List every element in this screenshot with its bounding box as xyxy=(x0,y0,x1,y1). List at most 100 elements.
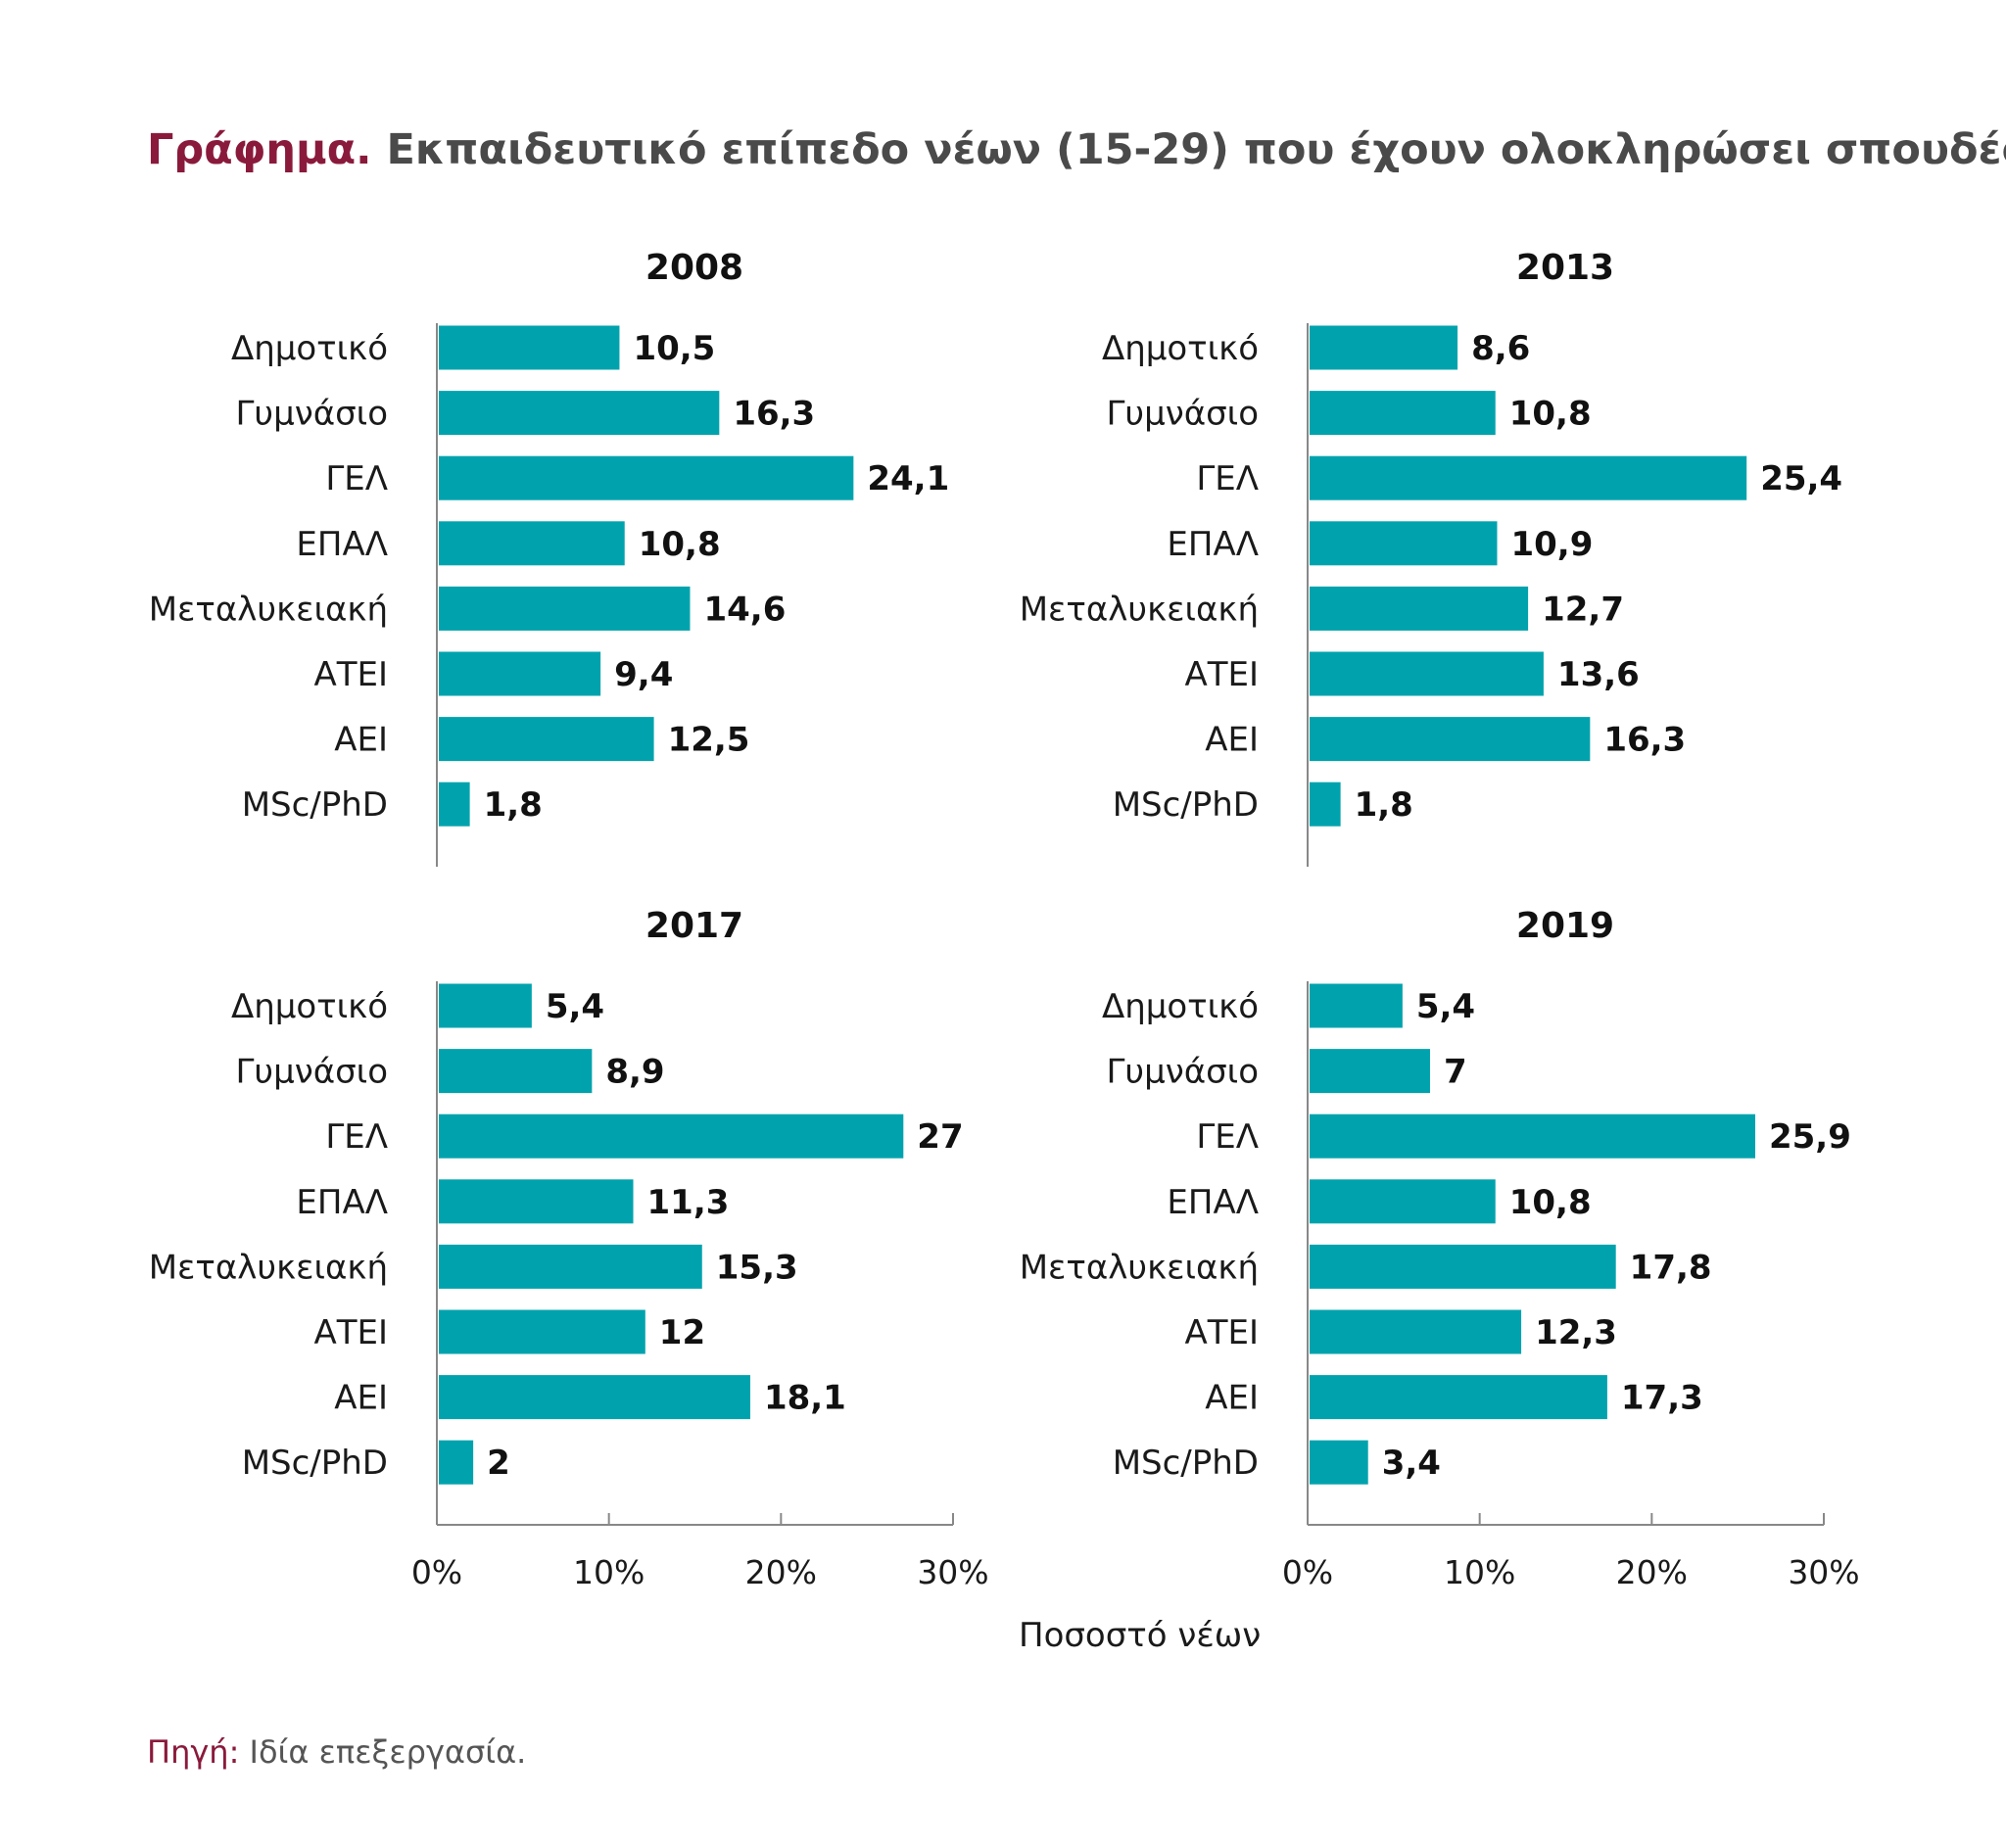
x-tick-label: 30% xyxy=(1788,1553,1859,1591)
value-label: 5,4 xyxy=(546,987,604,1026)
panel-title: 2017 xyxy=(645,906,743,946)
value-label: 7 xyxy=(1444,1053,1467,1092)
category-label: Δημοτικό xyxy=(231,329,388,368)
bar-8 xyxy=(439,782,470,827)
panel-title: 2008 xyxy=(645,248,743,288)
source-note: Πηγή: Ιδία επεξεργασία. xyxy=(147,1733,526,1771)
bar-3 xyxy=(439,455,854,500)
x-tick-label: 30% xyxy=(917,1553,988,1591)
bar-5 xyxy=(1310,1244,1616,1289)
category-label: ΕΠΑΛ xyxy=(296,1183,388,1222)
bar-3 xyxy=(439,1114,904,1159)
category-label: ΑΕΙ xyxy=(1205,721,1259,760)
category-label: ΑΤΕΙ xyxy=(1184,655,1259,694)
bar-7 xyxy=(1310,717,1591,762)
panel-title: 2019 xyxy=(1516,906,1614,946)
value-label: 12,5 xyxy=(668,721,750,760)
value-label: 2 xyxy=(487,1444,510,1483)
value-label: 12 xyxy=(659,1313,705,1352)
value-label: 3,4 xyxy=(1382,1444,1441,1483)
chart-title-text: Εκπαιδευτικό επίπεδο νέων (15-29) που έχ… xyxy=(386,125,2006,174)
bar-5 xyxy=(439,586,691,631)
category-label: ΑΤΕΙ xyxy=(1184,1313,1259,1352)
category-label: Δημοτικό xyxy=(1102,329,1259,368)
category-label: ΑΤΕΙ xyxy=(313,655,388,694)
x-tick-label: 0% xyxy=(411,1553,462,1591)
category-label: ΑΤΕΙ xyxy=(313,1313,388,1352)
bar-8 xyxy=(439,1440,474,1485)
x-axis-label: Ποσοστό νέων xyxy=(1019,1616,1262,1655)
value-label: 10,5 xyxy=(633,329,715,368)
category-label: Μεταλυκειακή xyxy=(149,590,388,629)
value-label: 18,1 xyxy=(764,1379,846,1418)
value-label: 14,6 xyxy=(703,590,786,629)
x-tick-label: 10% xyxy=(1444,1553,1515,1591)
source-text: Ιδία επεξεργασία. xyxy=(249,1733,527,1771)
category-label: Γυμνάσιο xyxy=(1106,1053,1259,1092)
category-label: ΓΕΛ xyxy=(325,459,388,498)
x-tick-label: 20% xyxy=(745,1553,817,1591)
category-label: MSc/PhD xyxy=(242,1444,388,1483)
value-label: 1,8 xyxy=(484,785,543,825)
category-label: ΓΕΛ xyxy=(1196,1117,1259,1157)
category-label: Μεταλυκειακή xyxy=(149,1248,388,1287)
bar-1 xyxy=(1310,983,1403,1028)
bar-7 xyxy=(439,717,654,762)
value-label: 25,4 xyxy=(1760,459,1842,498)
bar-2 xyxy=(439,1049,593,1094)
bar-8 xyxy=(1310,782,1341,827)
value-label: 10,9 xyxy=(1510,525,1593,564)
value-label: 1,8 xyxy=(1355,785,1413,825)
bar-2 xyxy=(1310,391,1496,436)
panel-title: 2013 xyxy=(1516,248,1614,288)
bar-4 xyxy=(1310,1179,1496,1224)
category-label: Μεταλυκειακή xyxy=(1020,1248,1259,1287)
bar-6 xyxy=(439,1309,645,1354)
bar-6 xyxy=(439,651,601,696)
bar-5 xyxy=(439,1244,702,1289)
category-label: ΑΕΙ xyxy=(334,721,388,760)
x-tick-label: 20% xyxy=(1616,1553,1688,1591)
value-label: 10,8 xyxy=(639,525,721,564)
value-label: 16,3 xyxy=(733,395,815,434)
value-label: 17,8 xyxy=(1630,1248,1712,1287)
bar-1 xyxy=(439,325,620,370)
bar-7 xyxy=(1310,1375,1607,1420)
value-label: 17,3 xyxy=(1621,1379,1703,1418)
value-label: 8,9 xyxy=(605,1053,664,1092)
x-tick-label: 0% xyxy=(1282,1553,1333,1591)
bar-8 xyxy=(1310,1440,1368,1485)
value-label: 16,3 xyxy=(1603,721,1686,760)
category-label: ΓΕΛ xyxy=(325,1117,388,1157)
bar-1 xyxy=(1310,325,1458,370)
category-label: Γυμνάσιο xyxy=(235,1053,388,1092)
bar-6 xyxy=(1310,1309,1522,1354)
category-label: ΑΕΙ xyxy=(1205,1379,1259,1418)
category-label: Γυμνάσιο xyxy=(1106,395,1259,434)
bar-4 xyxy=(1310,521,1498,566)
x-tick-label: 10% xyxy=(573,1553,645,1591)
bar-7 xyxy=(439,1375,750,1420)
category-label: ΑΕΙ xyxy=(334,1379,388,1418)
value-label: 25,9 xyxy=(1769,1117,1851,1157)
value-label: 5,4 xyxy=(1416,987,1475,1026)
category-label: MSc/PhD xyxy=(242,785,388,825)
bar-2 xyxy=(1310,1049,1430,1094)
value-label: 12,3 xyxy=(1535,1313,1617,1352)
chart-title-lead: Γράφημα. xyxy=(147,125,372,174)
category-label: ΕΠΑΛ xyxy=(1167,525,1259,564)
category-label: Μεταλυκειακή xyxy=(1020,590,1259,629)
category-label: ΓΕΛ xyxy=(1196,459,1259,498)
bar-3 xyxy=(1310,1114,1755,1159)
value-label: 10,8 xyxy=(1509,395,1592,434)
value-label: 10,8 xyxy=(1509,1183,1592,1222)
source-lead: Πηγή: xyxy=(147,1733,240,1771)
category-label: Γυμνάσιο xyxy=(235,395,388,434)
value-label: 24,1 xyxy=(867,459,949,498)
bar-4 xyxy=(439,521,625,566)
bar-3 xyxy=(1310,455,1747,500)
bar-1 xyxy=(439,983,532,1028)
value-label: 15,3 xyxy=(716,1248,798,1287)
value-label: 27 xyxy=(917,1117,963,1157)
